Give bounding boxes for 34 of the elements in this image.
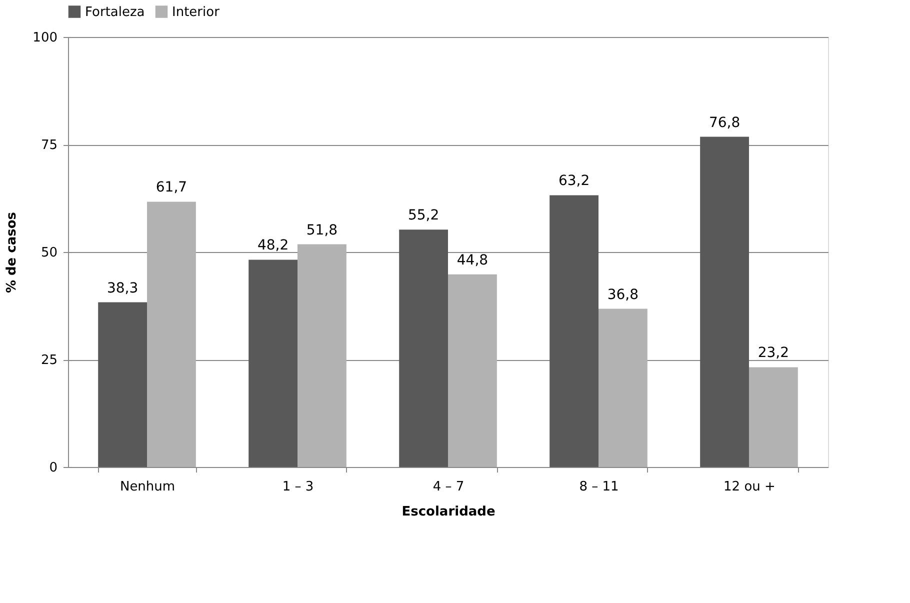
data-label: 23,2 [758, 345, 790, 362]
y-tick-label: 100 [32, 30, 58, 46]
data-label: 76,8 [708, 114, 740, 131]
x-tick-label: 1 – 3 [282, 480, 314, 494]
legend-label: Interior [172, 4, 220, 20]
x-tick-label: 4 – 7 [432, 480, 464, 494]
data-label: 61,7 [156, 180, 188, 196]
data-label: 44,8 [456, 252, 488, 268]
x-tick-label: Nenhum [120, 480, 176, 494]
data-label: 48,2 [257, 238, 289, 254]
bar [700, 136, 749, 467]
data-label: 38,3 [106, 280, 138, 296]
data-label: 63,2 [558, 173, 590, 190]
data-label: 36,8 [607, 286, 639, 303]
bar [147, 202, 196, 467]
y-tick-label: 50 [40, 246, 58, 260]
bar [748, 367, 798, 467]
data-label: 51,8 [306, 222, 338, 238]
legend-label: Fortaleza [85, 4, 145, 20]
bar [598, 308, 648, 467]
bar [98, 302, 148, 467]
y-tick-label: 0 [49, 460, 58, 476]
x-axis-title: Escolaridade [402, 504, 496, 520]
bar [298, 244, 346, 467]
x-tick-label: 8 – 11 [579, 480, 619, 494]
data-label: 55,2 [408, 208, 440, 224]
bar [550, 195, 598, 467]
y-axis-title: % de casos [4, 212, 20, 294]
y-tick-label: 75 [40, 138, 58, 153]
bar [248, 260, 298, 467]
bar [448, 274, 497, 467]
x-tick-label: 12 ou + [724, 480, 776, 494]
y-tick-label: 25 [40, 353, 58, 368]
bar [399, 230, 448, 467]
